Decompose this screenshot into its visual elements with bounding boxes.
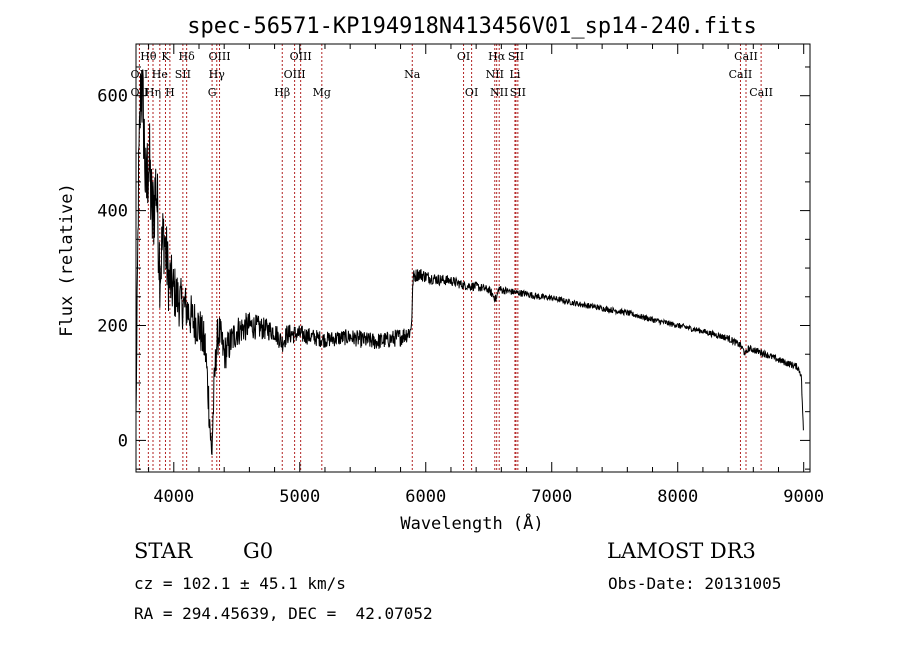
y-axis-ticks: 0 200 400 600 [97,66,810,470]
spectral-line-label: SII [508,50,524,63]
spectrum-line [135,69,804,456]
object-class: STAR [134,539,193,563]
spectral-line-label: Mg [313,86,331,99]
spectral-line-label: OIII [290,50,312,63]
spectral-line-label: OII [131,68,149,81]
spectral-line-label: OI [465,86,478,99]
spectral-line-label: Hβ [274,86,290,99]
x-tick-label: 8000 [657,487,698,507]
y-tick-label: 0 [118,431,128,451]
spectral-line-markers [138,44,762,472]
object-subclass: G0 [243,539,274,563]
x-tick-label: 9000 [783,487,824,507]
spectral-line-label: Hα [488,50,506,63]
y-axis-label: Flux (relative) [57,183,77,337]
x-axis-label: Wavelength (Å) [400,512,543,534]
plot-frame [135,43,811,473]
spectral-line-label: CaII [729,68,753,81]
spectral-line-label: NII [490,86,508,99]
spectral-line-label: Hη [145,86,161,99]
spectral-line-label: H [165,86,175,99]
spectral-line-label: CaII [749,86,773,99]
spectral-line-label: OIII [208,50,230,63]
y-tick-label: 200 [97,317,128,337]
x-axis-ticks: 4000 5000 6000 7000 8000 9000 [148,44,824,507]
x-tick-label: 7000 [531,487,572,507]
x-tick-label: 4000 [153,487,194,507]
spectral-line-label: SII [175,68,191,81]
spectral-line-label: Hδ [179,50,196,63]
spectral-line-label: Hγ [209,68,226,81]
survey-name: LAMOST DR3 [607,539,756,563]
spectral-line-label: CaII [734,50,758,63]
x-tick-label: 5000 [279,487,320,507]
spectral-line-label: OI [457,50,470,63]
chart-title: spec-56571-KP194918N413456V01_sp14-240.f… [187,14,757,39]
spectral-line-label: SII [510,86,526,99]
redshift-value: cz = 102.1 ± 45.1 km/s [134,574,346,593]
spectral-line-label: Na [404,68,421,81]
spectral-line-label: NII [486,68,504,81]
spectral-line-label: OIII [284,68,306,81]
spectrum-plot: spec-56571-KP194918N413456V01_sp14-240.f… [57,14,824,534]
spectral-line-label: Hθ [140,50,157,63]
coordinates: RA = 294.45639, DEC = 42.07052 [134,604,433,623]
spectral-line-label: Li [510,68,521,81]
y-tick-label: 400 [97,202,128,222]
spectral-line-label: He [152,68,168,81]
observation-date: Obs-Date: 20131005 [608,574,782,593]
spectral-line-label: G [208,86,217,99]
y-tick-label: 600 [97,87,128,107]
spectral-line-label: K [161,50,170,63]
x-tick-label: 6000 [405,487,446,507]
